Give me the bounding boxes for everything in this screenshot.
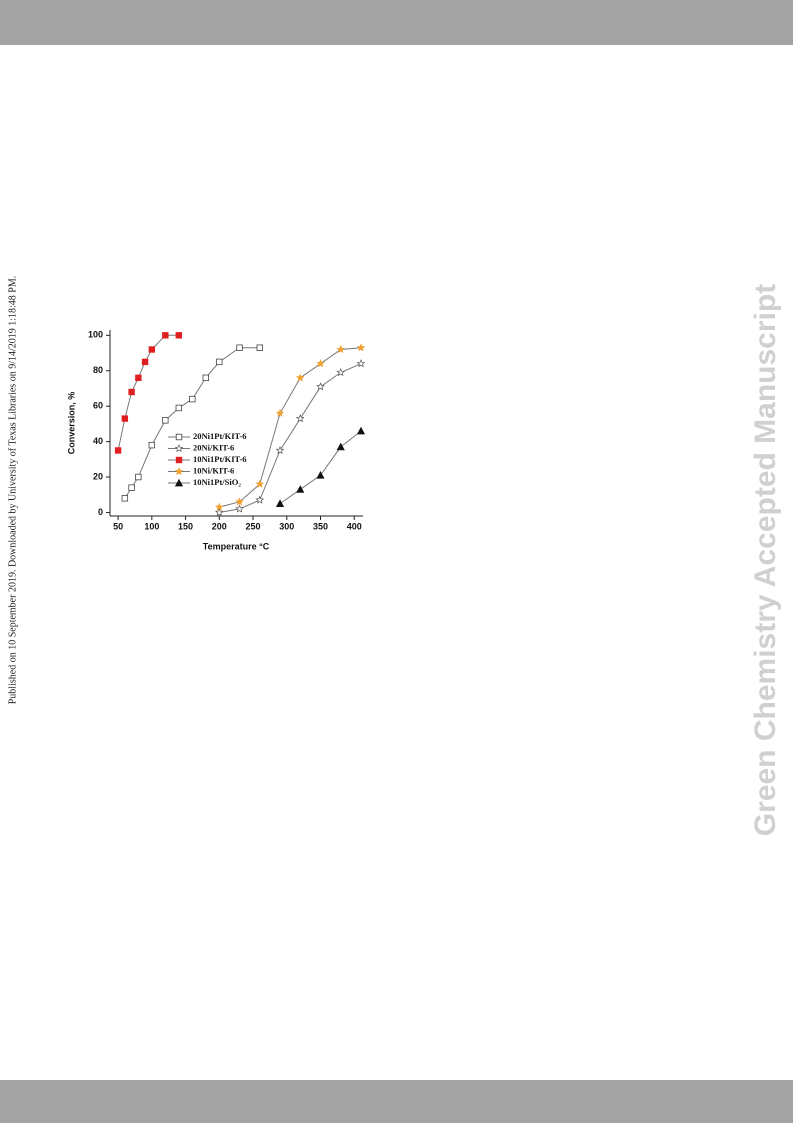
marker (162, 417, 169, 424)
marker (336, 344, 346, 354)
series-line (117, 334, 179, 451)
legend-label: 10Ni/KIT-6 (193, 465, 234, 475)
marker (236, 344, 243, 351)
x-tick-label: 100 (144, 521, 159, 531)
marker (114, 447, 122, 454)
legend-label: 20Ni1Pt/KIT-6 (193, 431, 247, 441)
marker (175, 404, 183, 412)
marker (216, 358, 223, 366)
marker (128, 388, 135, 396)
legend-label: 10Ni1Pt/KIT-6 (193, 454, 247, 464)
marker (175, 332, 183, 339)
legend-marker (175, 433, 183, 441)
series-line (219, 363, 362, 513)
marker (121, 495, 129, 502)
marker (275, 445, 285, 455)
marker (356, 359, 366, 368)
x-tick-label: 150 (178, 521, 193, 531)
marker (189, 395, 196, 403)
marker (356, 343, 366, 352)
series-line (124, 347, 260, 499)
y-axis-title: Conversion, % (66, 392, 76, 455)
x-tick-label: 400 (347, 521, 362, 531)
marker (148, 441, 156, 449)
marker (316, 382, 325, 391)
marker (336, 368, 346, 377)
y-tick-label: 0 (98, 507, 103, 517)
marker (135, 473, 142, 481)
marker (316, 359, 325, 368)
marker (121, 415, 129, 422)
marker (255, 495, 265, 504)
marker (255, 479, 265, 488)
x-tick-label: 250 (246, 521, 261, 531)
legend-marker (174, 466, 184, 476)
marker (235, 497, 244, 506)
marker (275, 499, 285, 507)
marker (316, 471, 325, 479)
marker (141, 358, 149, 366)
marker (148, 346, 156, 353)
marker (215, 502, 224, 511)
marker (128, 484, 135, 491)
marker (215, 507, 224, 517)
y-tick-label: 80 (93, 365, 103, 375)
x-tick-label: 50 (113, 521, 123, 531)
marker (202, 374, 210, 382)
marker (295, 414, 305, 423)
marker (295, 373, 305, 382)
marker (275, 408, 285, 417)
marker (336, 442, 345, 451)
y-tick-label: 20 (93, 471, 103, 481)
marker (235, 504, 244, 513)
legend-marker (175, 456, 183, 464)
header-bar (0, 0, 793, 45)
x-tick-label: 200 (212, 521, 227, 531)
marker (356, 426, 366, 435)
y-tick-label: 100 (88, 330, 103, 340)
series-line (279, 430, 362, 505)
y-tick-label: 40 (93, 436, 103, 446)
marker (296, 485, 305, 493)
series-line (219, 347, 362, 508)
legend-label: 20Ni/KIT-6 (193, 442, 234, 452)
marker (135, 374, 142, 382)
x-axis-title: Temperature °C (203, 541, 270, 551)
legend-marker (174, 478, 184, 487)
legend-marker (174, 443, 184, 453)
y-tick-label: 60 (93, 401, 103, 411)
footer-bar (0, 1080, 793, 1123)
marker (162, 332, 169, 339)
x-tick-label: 350 (313, 521, 328, 531)
legend-label: 10Ni1Pt/SiO₂ (193, 477, 241, 487)
marker (256, 344, 263, 351)
x-tick-label: 300 (279, 521, 294, 531)
